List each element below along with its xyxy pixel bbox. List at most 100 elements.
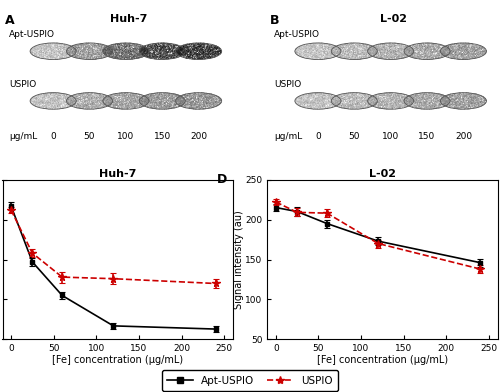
Point [478, 98, 486, 105]
Point [130, 105, 138, 112]
Point [377, 105, 385, 111]
Point [364, 45, 372, 51]
Point [56, 105, 64, 112]
Point [308, 98, 316, 105]
Point [212, 100, 220, 106]
Point [430, 105, 438, 111]
Point [150, 100, 158, 106]
Point [431, 91, 439, 98]
Point [169, 50, 177, 56]
Point [68, 51, 76, 57]
Point [124, 94, 132, 101]
Point [101, 96, 109, 103]
Point [392, 93, 400, 99]
Point [354, 44, 362, 51]
Point [113, 51, 121, 57]
Point [174, 100, 182, 107]
Point [314, 92, 322, 98]
Point [300, 92, 308, 98]
Point [148, 95, 156, 102]
Point [79, 51, 87, 58]
Point [172, 48, 180, 54]
Point [188, 50, 196, 56]
Point [395, 45, 403, 52]
Point [90, 54, 98, 60]
Point [461, 43, 469, 49]
Point [42, 42, 50, 48]
Point [376, 94, 384, 101]
Point [66, 47, 74, 53]
Point [76, 91, 84, 98]
Point [134, 41, 141, 47]
Point [158, 54, 166, 60]
Point [76, 48, 84, 54]
Point [168, 53, 176, 59]
Point [410, 45, 418, 52]
Point [397, 49, 405, 56]
Point [202, 100, 210, 106]
Point [348, 106, 356, 112]
Point [65, 43, 73, 49]
Point [298, 95, 306, 102]
Point [136, 96, 144, 102]
Point [38, 41, 46, 47]
Point [468, 92, 476, 98]
Point [156, 44, 164, 50]
Point [474, 49, 482, 55]
Point [77, 46, 85, 53]
Point [363, 94, 371, 100]
Point [417, 93, 425, 100]
Point [210, 100, 218, 107]
Point [418, 91, 426, 98]
Point [100, 104, 108, 111]
Point [171, 101, 179, 107]
Point [78, 54, 86, 60]
Point [126, 51, 134, 57]
Point [71, 49, 79, 55]
Point [166, 94, 173, 100]
Point [397, 91, 405, 97]
Point [412, 94, 420, 100]
Point [62, 50, 70, 56]
Point [403, 101, 411, 107]
Point [198, 90, 205, 96]
Point [424, 96, 432, 103]
Point [192, 101, 200, 107]
Point [462, 46, 469, 53]
Point [188, 52, 196, 58]
Point [199, 96, 207, 103]
Point [438, 51, 446, 57]
Point [186, 93, 194, 100]
Point [178, 51, 186, 57]
Point [125, 48, 133, 54]
Point [172, 93, 179, 99]
Point [125, 44, 133, 51]
Point [117, 46, 125, 53]
Point [392, 100, 400, 107]
Point [298, 97, 306, 103]
Point [461, 91, 469, 97]
Point [416, 49, 424, 56]
Point [376, 41, 384, 47]
Point [56, 91, 64, 98]
Point [98, 94, 106, 100]
Point [160, 102, 168, 109]
Point [67, 49, 75, 55]
Point [114, 103, 122, 110]
Point [359, 42, 367, 49]
Point [328, 95, 336, 101]
Point [314, 105, 322, 111]
Point [210, 96, 218, 103]
Point [346, 103, 354, 109]
Point [339, 97, 347, 103]
Point [312, 97, 320, 103]
Point [196, 98, 203, 105]
Point [84, 53, 92, 60]
Point [66, 99, 74, 105]
Point [65, 93, 73, 100]
Point [300, 47, 308, 53]
Point [416, 41, 424, 47]
Point [44, 53, 52, 59]
Point [142, 44, 150, 51]
Point [424, 45, 432, 51]
